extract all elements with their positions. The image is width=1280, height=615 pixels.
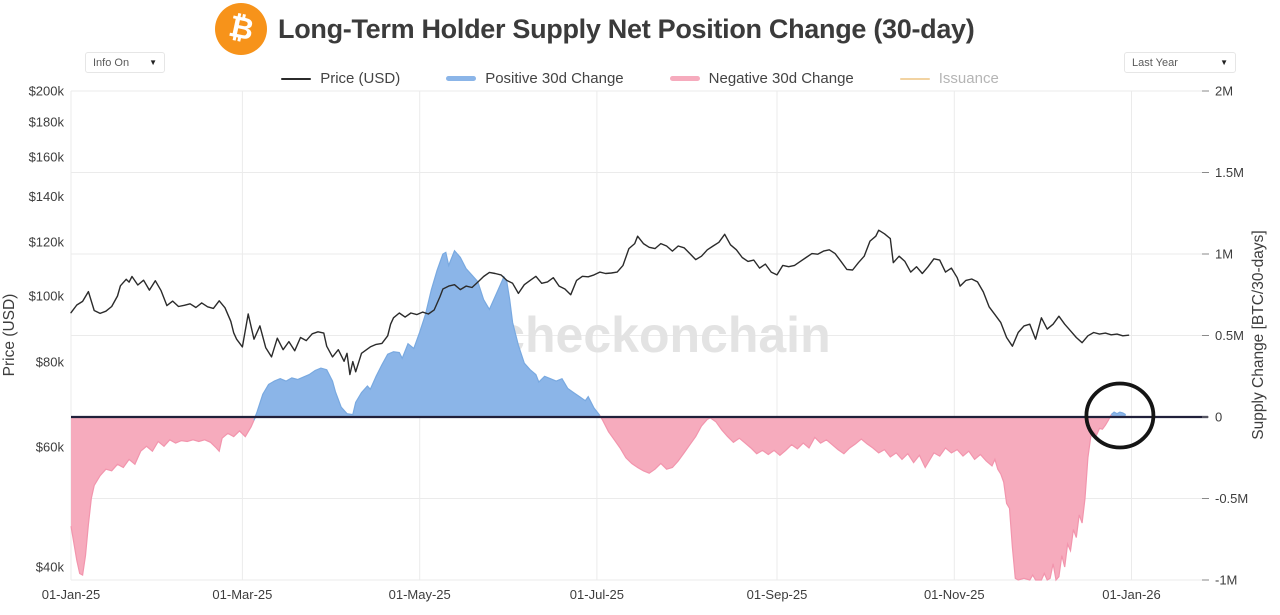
svg-text:01-May-25: 01-May-25 <box>389 587 451 602</box>
svg-text:$200k: $200k <box>29 84 65 99</box>
svg-text:01-Mar-25: 01-Mar-25 <box>212 587 272 602</box>
price-line <box>70 229 1130 376</box>
left-axis-tick-labels: $200k $180k $160k $140k $120k $100k $80k $60k $4… <box>29 84 65 575</box>
legend-label: Issuance <box>938 70 999 87</box>
svg-text:2M: 2M <box>1215 84 1233 99</box>
watermark: _checkonchain <box>468 307 830 363</box>
svg-text:0.5M: 0.5M <box>1215 328 1244 343</box>
issuance-line-swatch-icon <box>899 77 930 80</box>
timeframe-dropdown-label: Last Year <box>1132 56 1178 69</box>
svg-text:$160k: $160k <box>29 150 65 165</box>
timeframe-dropdown[interactable]: Last Year ▼ <box>1124 52 1236 73</box>
svg-text:$80k: $80k <box>36 355 65 370</box>
legend-label: Positive 30d Change <box>485 70 624 87</box>
legend-label: Negative 30d Change <box>708 70 854 87</box>
negative-area-swatch-icon <box>669 76 700 81</box>
svg-text:1.5M: 1.5M <box>1215 165 1244 180</box>
svg-text:01-Nov-25: 01-Nov-25 <box>924 587 985 602</box>
page-title: Long-Term Holder Supply Net Position Cha… <box>278 14 975 44</box>
negative-area-edge <box>70 414 1112 582</box>
svg-text:$40k: $40k <box>36 560 65 575</box>
svg-text:01-Jul-25: 01-Jul-25 <box>570 587 624 602</box>
gridlines <box>70 90 1208 581</box>
legend: Price (USD) Positive 30d Change Negative… <box>0 70 1280 87</box>
svg-text:$140k: $140k <box>29 189 65 204</box>
chevron-down-icon: ▼ <box>149 58 157 67</box>
svg-text:$100k: $100k <box>29 289 65 304</box>
svg-text:$120k: $120k <box>29 235 65 250</box>
bitcoin-logo-icon: ₿ <box>215 3 267 55</box>
price-line-swatch-icon <box>281 77 312 80</box>
positive-area-edge <box>253 249 1127 421</box>
svg-text:1M: 1M <box>1215 247 1233 262</box>
x-axis-tick-labels: 01-Jan-25 01-Mar-25 01-May-25 01-Jul-25 01-S… <box>42 587 1161 602</box>
legend-item-positive-change[interactable]: Positive 30d Change <box>446 70 624 87</box>
svg-text:01-Jan-26: 01-Jan-26 <box>1102 587 1161 602</box>
svg-text:$180k: $180k <box>29 115 65 130</box>
legend-item-price[interactable]: Price (USD) <box>281 70 400 87</box>
svg-text:-1M: -1M <box>1215 573 1237 588</box>
left-axis-title: Price (USD) <box>1 294 18 377</box>
svg-text:$60k: $60k <box>36 440 65 455</box>
right-axis-tick-labels: 2M 1.5M 1M 0.5M 0 -0.5M -1M <box>1202 84 1248 588</box>
svg-text:01-Jan-25: 01-Jan-25 <box>42 587 101 602</box>
chevron-down-icon: ▼ <box>1220 58 1228 67</box>
annotation-circle <box>1084 381 1156 450</box>
positive-area-swatch-icon <box>446 76 477 81</box>
svg-text:0: 0 <box>1215 410 1222 425</box>
legend-label: Price (USD) <box>320 70 401 87</box>
svg-text:01-Sep-25: 01-Sep-25 <box>747 587 808 602</box>
legend-item-negative-change[interactable]: Negative 30d Change <box>669 70 854 87</box>
svg-text:-0.5M: -0.5M <box>1215 491 1248 506</box>
right-axis-title: Supply Change [BTC/30-days] <box>1250 230 1267 439</box>
info-dropdown-label: Info On <box>93 56 130 69</box>
legend-item-issuance[interactable]: Issuance <box>899 70 999 87</box>
negative-area <box>71 417 1126 580</box>
info-dropdown[interactable]: Info On ▼ <box>85 52 165 73</box>
